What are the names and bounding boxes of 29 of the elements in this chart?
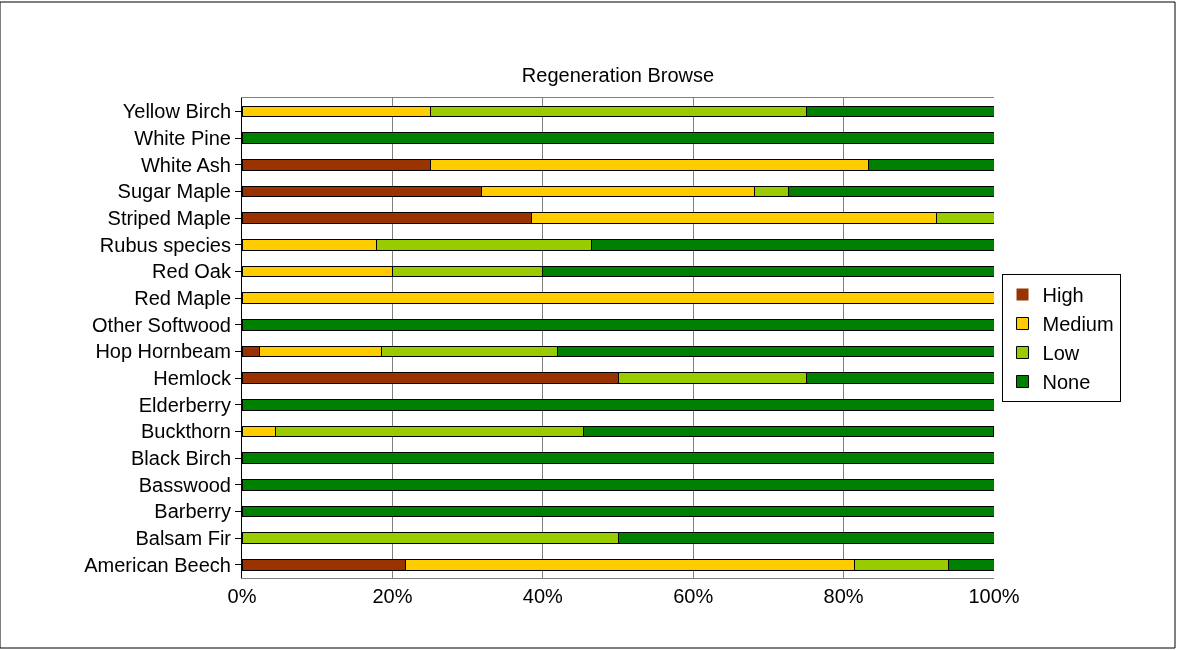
y-tick-label: Rubus species [99, 233, 231, 256]
y-tick-label: Hop Hornbeam [95, 340, 231, 363]
y-tick-label: White Pine [134, 127, 231, 149]
x-tick-label: 40% [522, 585, 564, 607]
y-tick-label: Hemlock [153, 367, 232, 389]
y-tick-label: Barberry [154, 500, 231, 523]
legend-label: Medium [1042, 313, 1114, 336]
legend-label: None [1042, 371, 1091, 394]
y-tick-label: Red Oak [152, 260, 232, 283]
y-tick-label: Buckthorn [140, 420, 231, 443]
y-tick-label: Yellow Birch [122, 100, 231, 123]
y-tick-label: Balsam Fir [135, 527, 232, 549]
chart-title: Regeneration Browse [521, 64, 715, 86]
x-tick-label: 20% [372, 585, 413, 607]
y-tick-label: Other Softwood [92, 313, 231, 336]
y-tick-label: Striped Maple [107, 207, 231, 229]
y-tick-label: White Ash [140, 153, 231, 176]
legend-label: Low [1042, 342, 1080, 365]
y-tick-label: Basswood [138, 473, 231, 496]
y-tick-label: American Beech [84, 553, 231, 576]
y-tick-label: Sugar Maple [117, 180, 231, 203]
y-tick-label: Red Maple [134, 287, 231, 309]
x-tick-label: 60% [673, 585, 714, 607]
x-tick-label: 80% [823, 585, 864, 607]
x-tick-label: 100% [968, 585, 1020, 607]
y-tick-label: Elderberry [138, 393, 231, 416]
y-tick-label: Black Birch [130, 447, 231, 469]
legend-label: High [1042, 284, 1084, 307]
x-tick-label: 0% [227, 585, 257, 607]
